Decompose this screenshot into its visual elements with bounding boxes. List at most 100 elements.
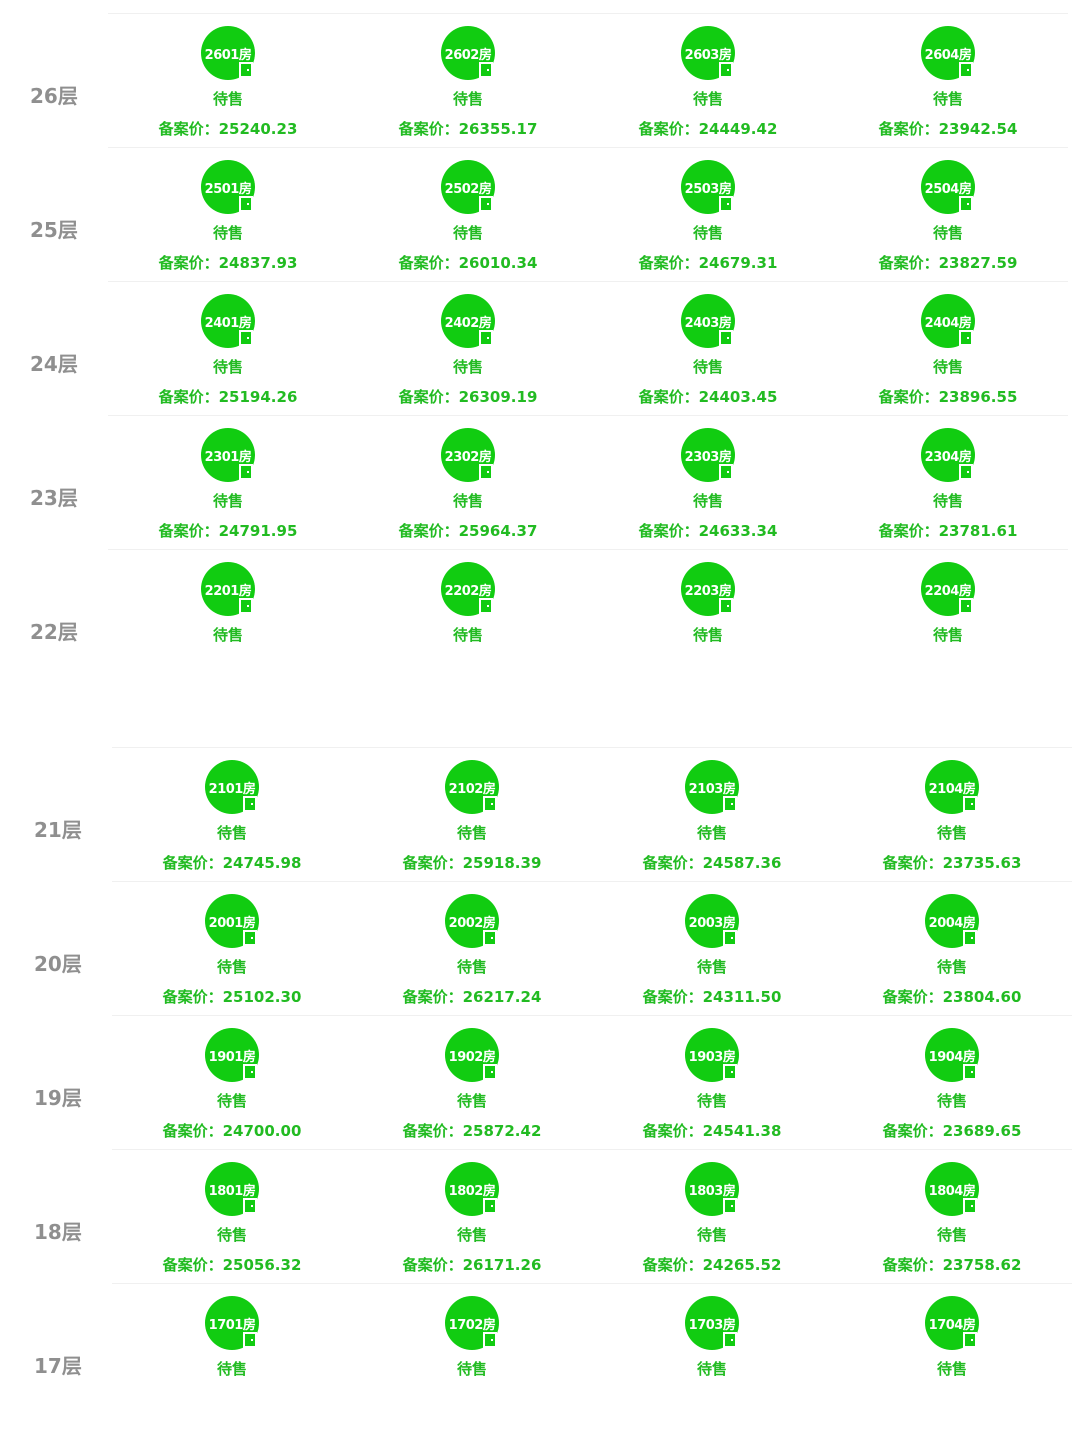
floor-label: 23层 xyxy=(30,486,78,510)
room-badge[interactable]: 1703房 xyxy=(685,1296,739,1350)
unit-cell[interactable]: 2301房 待售 备案价：24791.95 xyxy=(128,428,328,541)
room-badge[interactable]: 2303房 xyxy=(681,428,735,482)
unit-cell[interactable]: 2001房 待售 备案价：25102.30 xyxy=(132,894,332,1007)
room-badge[interactable]: 2601房 xyxy=(201,26,255,80)
unit-cell[interactable]: 2003房 待售 备案价：24311.50 xyxy=(612,894,812,1007)
sale-status: 待售 xyxy=(452,90,483,108)
floor-label: 21层 xyxy=(34,818,82,842)
room-badge[interactable]: 1804房 xyxy=(925,1162,979,1216)
unit-cell[interactable]: 2304房 待售 备案价：23781.61 xyxy=(848,428,1048,541)
room-badge[interactable]: 2404房 xyxy=(921,294,975,348)
sale-status: 待售 xyxy=(936,824,967,842)
room-badge[interactable]: 2504房 xyxy=(921,160,975,214)
room-badge[interactable]: 2403房 xyxy=(681,294,735,348)
room-badge[interactable]: 1904房 xyxy=(925,1028,979,1082)
unit-cell[interactable]: 1901房 待售 备案价：24700.00 xyxy=(132,1028,332,1141)
door-icon xyxy=(479,196,493,212)
unit-cell[interactable]: 1801房 待售 备案价：25056.32 xyxy=(132,1162,332,1275)
unit-cell[interactable]: 2201房 待售 xyxy=(128,562,328,645)
unit-cell[interactable]: 1703房 待售 xyxy=(612,1296,812,1379)
unit-cell[interactable]: 2403房 待售 备案价：24403.45 xyxy=(608,294,808,407)
unit-cell[interactable]: 1701房 待售 xyxy=(132,1296,332,1379)
unit-cell[interactable]: 1902房 待售 备案价：25872.42 xyxy=(372,1028,572,1141)
room-badge[interactable]: 2302房 xyxy=(441,428,495,482)
unit-cell[interactable]: 2603房 待售 备案价：24449.42 xyxy=(608,26,808,139)
room-badge[interactable]: 2602房 xyxy=(441,26,495,80)
room-badge[interactable]: 2401房 xyxy=(201,294,255,348)
unit-cell[interactable]: 2002房 待售 备案价：26217.24 xyxy=(372,894,572,1007)
room-badge[interactable]: 2002房 xyxy=(445,894,499,948)
room-badge[interactable]: 2103房 xyxy=(685,760,739,814)
door-icon xyxy=(243,1332,257,1348)
unit-cell[interactable]: 1702房 待售 xyxy=(372,1296,572,1379)
unit-cell[interactable]: 1904房 待售 备案价：23689.65 xyxy=(852,1028,1052,1141)
unit-cell[interactable]: 2203房 待售 xyxy=(608,562,808,645)
price-value: 23896.55 xyxy=(938,388,1018,406)
room-badge[interactable]: 2202房 xyxy=(441,562,495,616)
price-value: 26309.19 xyxy=(458,388,538,406)
room-badge[interactable]: 2004房 xyxy=(925,894,979,948)
unit-cell[interactable]: 2401房 待售 备案价：25194.26 xyxy=(128,294,328,407)
room-badge[interactable]: 2102房 xyxy=(445,760,499,814)
unit-cell[interactable]: 2204房 待售 xyxy=(848,562,1048,645)
unit-cell[interactable]: 2602房 待售 备案价：26355.17 xyxy=(368,26,568,139)
room-badge[interactable]: 1702房 xyxy=(445,1296,499,1350)
room-badge[interactable]: 1701房 xyxy=(205,1296,259,1350)
room-badge[interactable]: 1803房 xyxy=(685,1162,739,1216)
room-badge[interactable]: 2003房 xyxy=(685,894,739,948)
room-badge[interactable]: 2104房 xyxy=(925,760,979,814)
unit-cell[interactable]: 1903房 待售 备案价：24541.38 xyxy=(612,1028,812,1141)
unit-cell[interactable]: 2102房 待售 备案价：25918.39 xyxy=(372,760,572,873)
unit-cell[interactable]: 2104房 待售 备案价：23735.63 xyxy=(852,760,1052,873)
sale-status: 待售 xyxy=(692,90,723,108)
sale-status: 待售 xyxy=(932,224,963,242)
unit-cell[interactable]: 1704房 待售 xyxy=(852,1296,1052,1379)
room-badge[interactable]: 2502房 xyxy=(441,160,495,214)
room-badge[interactable]: 2402房 xyxy=(441,294,495,348)
room-badge[interactable]: 1902房 xyxy=(445,1028,499,1082)
unit-cell[interactable]: 2004房 待售 备案价：23804.60 xyxy=(852,894,1052,1007)
unit-cell[interactable]: 2501房 待售 备案价：24837.93 xyxy=(128,160,328,273)
unit-cell[interactable]: 2103房 待售 备案价：24587.36 xyxy=(612,760,812,873)
room-badge[interactable]: 2301房 xyxy=(201,428,255,482)
unit-cell[interactable]: 2504房 待售 备案价：23827.59 xyxy=(848,160,1048,273)
unit-cell[interactable]: 2604房 待售 备案价：23942.54 xyxy=(848,26,1048,139)
unit-cell[interactable]: 2202房 待售 xyxy=(368,562,568,645)
sale-status: 待售 xyxy=(692,224,723,242)
room-badge[interactable]: 2203房 xyxy=(681,562,735,616)
filed-price: 备案价：24679.31 xyxy=(608,252,808,273)
unit-cell[interactable]: 2503房待售备案价：24679.31 xyxy=(608,160,808,273)
unit-cell[interactable]: 1802房 待售 备案价：26171.26 xyxy=(372,1162,572,1275)
room-badge[interactable]: 1801房 xyxy=(205,1162,259,1216)
unit-cell[interactable]: 1804房 待售 备案价：23758.62 xyxy=(852,1162,1052,1275)
room-badge[interactable]: 1704房 xyxy=(925,1296,979,1350)
room-number: 2302房 xyxy=(444,450,492,465)
price-value: 24449.42 xyxy=(698,120,778,138)
room-badge[interactable]: 2503房 xyxy=(681,160,735,214)
unit-cell[interactable]: 2502房 待售 备案价：26010.34 xyxy=(368,160,568,273)
room-badge[interactable]: 2304房 xyxy=(921,428,975,482)
room-badge[interactable]: 1903房 xyxy=(685,1028,739,1082)
unit-cell[interactable]: 1803房 待售 备案价：24265.52 xyxy=(612,1162,812,1275)
unit-cell[interactable]: 2404房 待售 备案价：23896.55 xyxy=(848,294,1048,407)
unit-cell[interactable]: 2101房 待售 备案价：24745.98 xyxy=(132,760,332,873)
room-badge[interactable]: 2604房 xyxy=(921,26,975,80)
room-badge[interactable]: 2603房 xyxy=(681,26,735,80)
row-divider xyxy=(108,549,1068,550)
door-icon xyxy=(723,1332,737,1348)
room-badge[interactable]: 2001房 xyxy=(205,894,259,948)
room-badge[interactable]: 1901房 xyxy=(205,1028,259,1082)
filed-price: 备案价：24587.36 xyxy=(612,852,812,873)
room-badge[interactable]: 2204房 xyxy=(921,562,975,616)
room-badge[interactable]: 1802房 xyxy=(445,1162,499,1216)
unit-cell[interactable]: 2302房 待售 备案价：25964.37 xyxy=(368,428,568,541)
room-badge[interactable]: 2501房 xyxy=(201,160,255,214)
room-badge[interactable]: 2201房 xyxy=(201,562,255,616)
unit-cell[interactable]: 2402房 待售 备案价：26309.19 xyxy=(368,294,568,407)
unit-cell[interactable]: 2601房 待售 备案价：25240.23 xyxy=(128,26,328,139)
price-prefix: 备案价： xyxy=(642,1122,703,1140)
row-divider xyxy=(108,281,1068,282)
unit-cell[interactable]: 2303房 待售 备案价：24633.34 xyxy=(608,428,808,541)
room-badge[interactable]: 2101房 xyxy=(205,760,259,814)
room-number: 1903房 xyxy=(688,1050,736,1065)
